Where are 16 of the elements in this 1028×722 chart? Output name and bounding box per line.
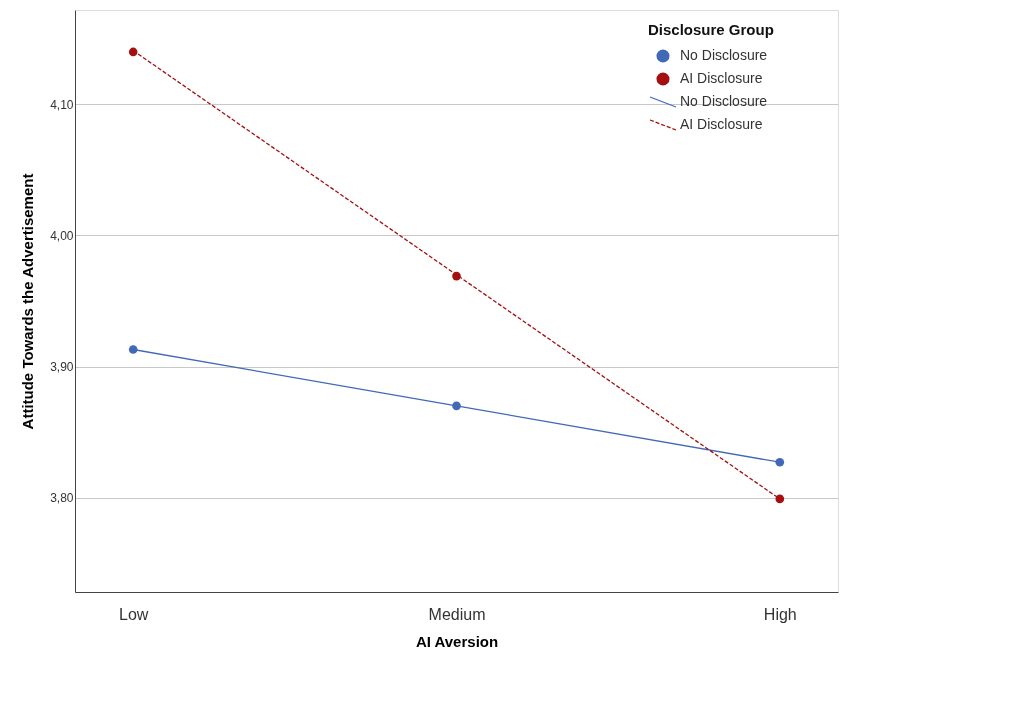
legend-label: AI Disclosure: [680, 70, 763, 86]
legend-title: Disclosure Group: [648, 21, 774, 38]
y-tick-label: 4,10: [50, 97, 74, 112]
x-tick-label: High: [763, 605, 797, 623]
y-axis-title: Attitude Towards the Advertisement: [19, 173, 37, 430]
y-tick-label: 3,80: [50, 491, 74, 506]
legend-label: No Disclosure: [680, 93, 768, 109]
x-tick-label: Medium: [428, 605, 486, 623]
x-axis-title: AI Aversion: [415, 632, 499, 650]
point: [775, 494, 785, 504]
x-tick-label: Low: [119, 605, 149, 623]
legend-label: AI Disclosure: [680, 116, 763, 132]
legend-label: No Disclosure: [680, 47, 768, 63]
y-tick-label: 3,90: [50, 360, 74, 375]
point: [128, 345, 138, 354]
y-tick-label: 4,00: [50, 228, 74, 243]
